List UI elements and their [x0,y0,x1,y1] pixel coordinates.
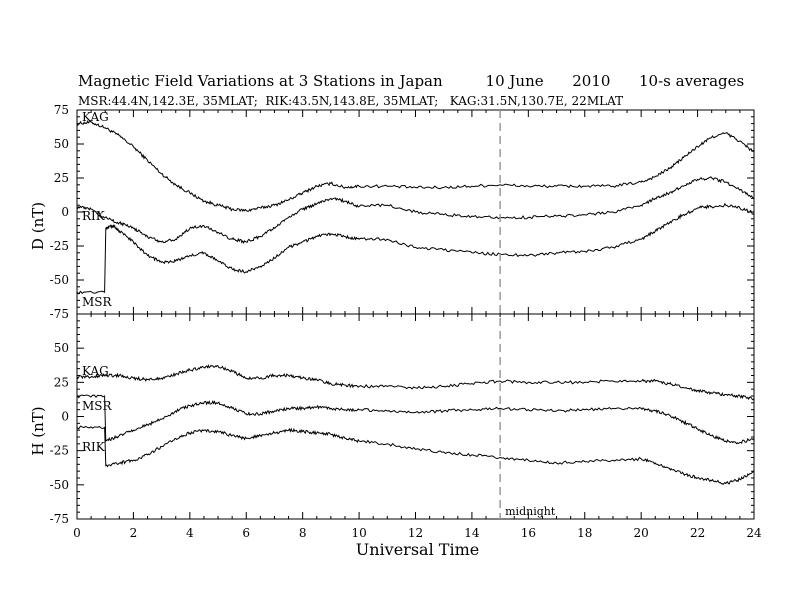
x-tick-label: 12 [408,526,423,540]
series-label-kag: KAG [82,364,109,378]
x-tick-label: 8 [299,526,307,540]
y-tick-label: 50 [54,137,69,151]
y-axis-label: D (nT) [29,202,47,250]
x-tick-label: 14 [464,526,480,540]
x-tick-label: 0 [73,526,81,540]
series-line-msr [76,202,755,295]
y-tick-label: 0 [61,205,69,219]
x-tick-label: 24 [746,526,762,540]
station-coordinates: MSR:44.4N,142.3E, 35MLAT; RIK:43.5N,143.… [78,94,624,108]
series-line-kag [76,120,755,213]
x-tick-label: 4 [186,526,194,540]
x-tick-label: 16 [521,526,536,540]
y-tick-label: -75 [50,307,69,321]
series-line-rik [76,425,755,486]
y-tick-label: 0 [61,410,69,424]
series-label-msr: MSR [82,399,113,413]
y-tick-label: -25 [50,239,69,253]
series-label-rik: RIK [82,209,106,223]
x-tick-label: 10 [351,526,366,540]
chart-title: Magnetic Field Variations at 3 Stations … [78,72,745,90]
series-label-kag: KAG [82,110,109,124]
x-tick-label: 6 [242,526,250,540]
y-axis-label: H (nT) [29,406,47,455]
series-line-kag [76,364,755,401]
series-line-msr [76,394,755,445]
series-line-rik [76,176,755,244]
x-tick-label: 2 [130,526,138,540]
y-tick-label: -25 [50,444,69,458]
y-tick-label: 50 [54,341,69,355]
y-tick-label: 25 [54,375,69,389]
y-tick-label: 75 [54,103,69,117]
y-tick-label: -75 [50,512,69,526]
series-label-rik: RIK [82,440,106,454]
midnight-label: midnight [505,505,556,518]
x-axis-label: Universal Time [356,540,479,559]
y-tick-label: -50 [50,478,69,492]
x-tick-label: 18 [577,526,592,540]
y-tick-label: 25 [54,171,69,185]
x-tick-label: 20 [634,526,649,540]
y-tick-label: -50 [50,273,69,287]
x-tick-label: 22 [690,526,705,540]
series-label-msr: MSR [82,295,113,309]
